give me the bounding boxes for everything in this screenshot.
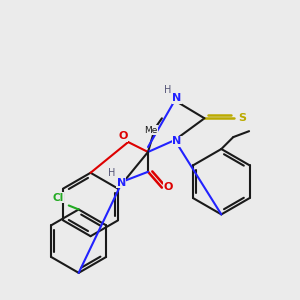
Text: H: H: [164, 85, 172, 94]
Text: O: O: [118, 131, 128, 141]
Text: N: N: [117, 178, 126, 188]
Text: N: N: [172, 136, 182, 146]
Text: Cl: Cl: [52, 193, 64, 202]
Text: Me: Me: [144, 126, 158, 135]
Text: S: S: [238, 113, 246, 123]
Text: O: O: [163, 182, 172, 192]
Text: H: H: [108, 168, 115, 178]
Text: N: N: [172, 94, 182, 103]
